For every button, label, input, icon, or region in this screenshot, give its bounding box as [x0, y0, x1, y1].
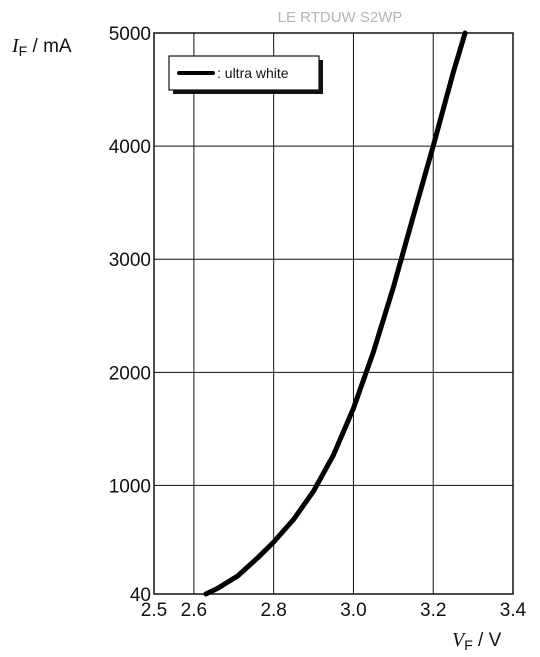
x-tick-label: 2.6 [181, 600, 207, 621]
plot-frame [153, 32, 514, 595]
legend-label-ultra-white: : ultra white [217, 65, 289, 81]
x-tick-label: 3.0 [340, 600, 366, 621]
y-tick-label: 40 [130, 585, 151, 606]
tick-labels: 2.5 2.6 2.8 3.0 3.2 3.4 40 1000 2000 3000 4000 5000 [109, 24, 527, 621]
y-tick-label: 1000 [109, 476, 151, 497]
x-tick-label: 3.2 [420, 600, 446, 621]
grid-lines [154, 33, 513, 594]
y-tick-label: 2000 [109, 363, 151, 384]
x-tick-label: 2.5 [141, 600, 167, 621]
series-line-ultra-white [203, 30, 468, 597]
x-tick-label: 2.8 [260, 600, 286, 621]
x-tick-label: 3.4 [500, 600, 527, 621]
y-axis-subscript: F [19, 43, 28, 59]
x-axis-unit: / V [473, 630, 502, 651]
y-tick-label: 3000 [109, 250, 151, 271]
y-axis-unit: / mA [27, 36, 72, 57]
y-tick-label: 4000 [109, 137, 151, 158]
x-axis-title: VF / V [452, 629, 502, 653]
y-axis-title: IF / mA [11, 35, 72, 59]
legend: : ultra white [168, 55, 323, 94]
y-tick-label: 5000 [109, 24, 151, 45]
series-layer [203, 30, 468, 597]
x-axis-subscript: F [464, 637, 473, 653]
chart-title: LE RTDUW S2WP [278, 9, 403, 26]
y-axis-symbol: I [11, 35, 20, 57]
x-axis-symbol: V [452, 629, 467, 651]
